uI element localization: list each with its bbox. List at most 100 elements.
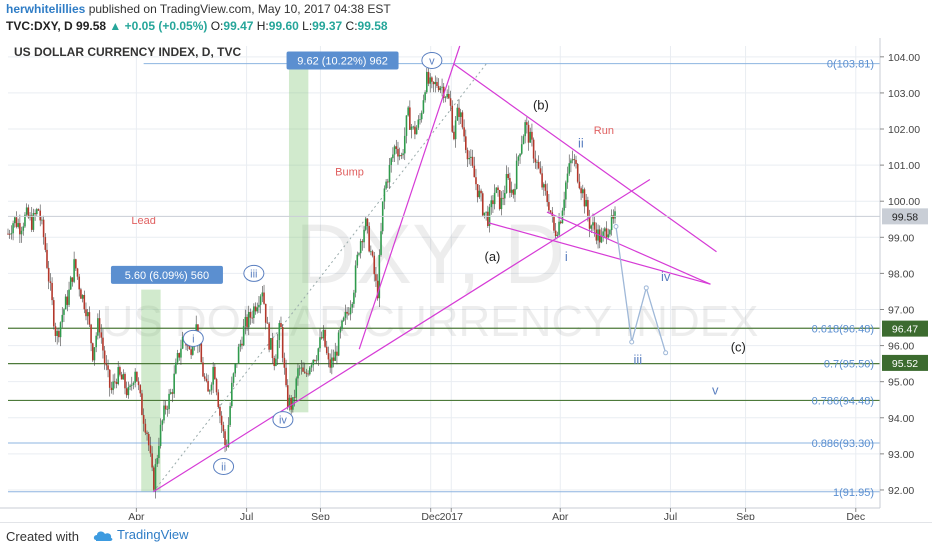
candle-down <box>141 393 143 415</box>
candle-down <box>414 126 416 135</box>
range-label-box <box>286 51 399 70</box>
candle-up <box>59 322 62 338</box>
candle-down <box>329 359 331 368</box>
range-zone <box>288 60 309 413</box>
chart-title: US DOLLAR CURRENCY INDEX, D, TVC <box>14 45 241 59</box>
candle-up <box>309 367 311 375</box>
candle-down <box>136 371 138 382</box>
candle-up <box>393 146 396 155</box>
candle-up <box>434 82 437 85</box>
candle-down <box>583 189 586 207</box>
candle-down <box>42 219 45 238</box>
low-value: 99.37 <box>312 19 343 33</box>
candle-down <box>605 228 608 238</box>
open-value: 99.47 <box>223 19 254 33</box>
candle-down <box>281 326 284 358</box>
candle-up <box>95 335 97 348</box>
candle-down <box>576 163 579 182</box>
chart-header: herwhitelillies published on TradingView… <box>0 0 932 38</box>
wave-circle <box>272 411 294 429</box>
candle-down <box>203 376 206 379</box>
candle-down <box>144 423 147 433</box>
price-tick-label: 103.00 <box>888 88 920 100</box>
candle-down <box>302 367 304 372</box>
candle-up <box>247 311 250 328</box>
candle-up <box>231 382 233 407</box>
projection-point <box>643 285 649 291</box>
candle-up <box>244 316 247 326</box>
candle-down <box>246 316 248 328</box>
candle-up <box>483 212 486 216</box>
candle-up <box>415 127 418 135</box>
candle-up <box>208 390 211 392</box>
price-chart[interactable]: DXY, D US DOLLAR CURRENCY INDEX 0(103.81… <box>0 38 932 520</box>
candle-up <box>322 329 325 339</box>
candle-down <box>336 351 338 356</box>
candle-down <box>303 371 306 373</box>
candle-up <box>536 161 538 163</box>
candle-down <box>142 414 145 424</box>
candle-down <box>147 433 150 446</box>
candle-up <box>41 219 43 221</box>
wave-label: iv <box>661 269 671 284</box>
candle-up <box>253 306 255 319</box>
candle-up <box>485 211 487 213</box>
candle-up <box>388 164 391 183</box>
candle-down <box>27 207 30 218</box>
candle-up <box>181 336 184 349</box>
candle-down <box>52 300 55 327</box>
projection-point <box>613 223 619 229</box>
candle-down <box>368 226 370 252</box>
candle-up <box>439 87 442 91</box>
author-link[interactable]: herwhitelillies <box>6 2 86 16</box>
publish-line: herwhitelillies published on TradingView… <box>6 2 391 16</box>
candle-up <box>227 424 230 447</box>
candle-down <box>475 177 477 185</box>
wave-circle <box>243 264 265 282</box>
candle-down <box>103 350 106 364</box>
candle-down <box>387 181 389 183</box>
candle-up <box>493 192 496 205</box>
candle-down <box>432 81 435 85</box>
candle-down <box>437 85 440 91</box>
candle-up <box>32 213 35 230</box>
last-price: 99.58 <box>76 19 107 33</box>
candle-down <box>587 200 589 217</box>
candle-down <box>580 188 582 194</box>
candle-down <box>80 289 82 299</box>
candle-down <box>348 313 350 315</box>
fib-label: 0(103.81) <box>827 59 874 71</box>
wave-label: v <box>712 383 719 398</box>
candle-up <box>232 373 235 383</box>
candle-up <box>278 323 281 341</box>
candle-down <box>531 131 533 140</box>
symbol-label: TVC:DXY, D <box>6 19 73 33</box>
price-tick-label: 97.00 <box>888 304 914 316</box>
candle-down <box>553 216 555 231</box>
candle-down <box>205 378 208 382</box>
wave-label: i <box>192 333 194 345</box>
candle-down <box>497 187 499 191</box>
candle-up <box>470 156 472 159</box>
tradingview-link[interactable]: TradingView <box>92 527 189 544</box>
candle-up <box>210 384 213 391</box>
fib-label: 0.786(94.48) <box>812 395 874 407</box>
candle-down <box>554 230 557 236</box>
wave-label: iii <box>250 268 257 280</box>
candle-up <box>370 251 372 253</box>
candle-down <box>512 189 515 195</box>
candle-down <box>8 233 11 235</box>
candle-down <box>461 112 464 128</box>
candle-down <box>146 432 148 434</box>
candle-down <box>39 210 42 221</box>
wave-label: ii <box>578 135 584 150</box>
candle-down <box>400 155 403 156</box>
candle-down <box>153 467 155 490</box>
candle-up <box>441 86 443 88</box>
candle-up <box>161 420 164 425</box>
price-tick-label: 92.00 <box>888 485 914 497</box>
candle-up <box>563 199 565 211</box>
candle-up <box>351 303 353 308</box>
candle-down <box>114 381 116 383</box>
candle-down <box>100 332 103 338</box>
